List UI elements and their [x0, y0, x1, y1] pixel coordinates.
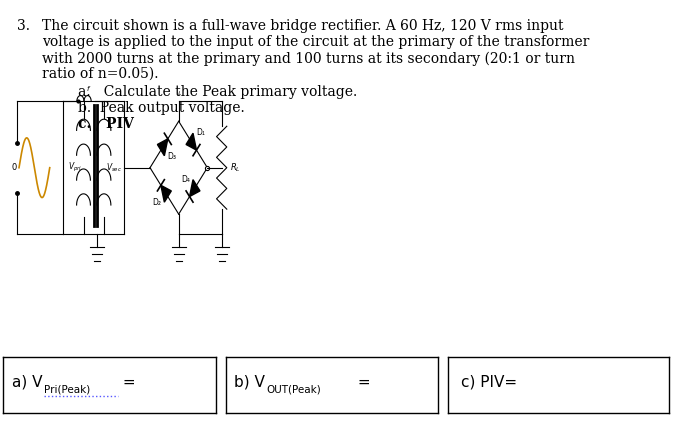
Text: b.  Peak output voltage.: b. Peak output voltage. [78, 101, 244, 115]
Text: f: f [86, 86, 89, 92]
Text: c) PIV=: c) PIV= [462, 375, 518, 390]
Text: a.   Calculate the Peak primary voltage.: a. Calculate the Peak primary voltage. [78, 85, 357, 99]
Text: $V_{sec}$: $V_{sec}$ [106, 161, 122, 174]
Polygon shape [189, 180, 200, 197]
Polygon shape [158, 139, 168, 156]
Text: 0: 0 [12, 163, 17, 172]
Text: b) V: b) V [235, 375, 265, 390]
Text: c.   PIV: c. PIV [78, 117, 133, 131]
Text: voltage is applied to the input of the circuit at the primary of the transformer: voltage is applied to the input of the c… [42, 35, 589, 49]
Text: =: = [118, 375, 135, 390]
Text: D₁: D₁ [196, 128, 205, 137]
Text: $R_L$: $R_L$ [230, 161, 241, 174]
Text: a) V: a) V [12, 375, 42, 390]
Text: 3.: 3. [17, 19, 30, 34]
Text: ratio of n=0.05).: ratio of n=0.05). [42, 67, 158, 81]
Text: =: = [353, 375, 371, 390]
Polygon shape [186, 133, 197, 150]
Text: $V_{pri}$: $V_{pri}$ [68, 161, 82, 174]
Text: D₂: D₂ [152, 198, 162, 207]
Text: i: i [178, 92, 180, 97]
Text: The circuit shown is a full-wave bridge rectifier. A 60 Hz, 120 V rms input: The circuit shown is a full-wave bridge … [42, 19, 563, 34]
Text: D₄: D₄ [181, 175, 190, 184]
Text: with 2000 turns at the primary and 100 turns at its secondary (20:1 or turn: with 2000 turns at the primary and 100 t… [42, 51, 575, 65]
Text: Pri(Peak): Pri(Peak) [44, 384, 90, 394]
Text: D₃: D₃ [167, 152, 176, 161]
Polygon shape [161, 185, 171, 202]
Text: OUT(Peak): OUT(Peak) [266, 384, 321, 394]
